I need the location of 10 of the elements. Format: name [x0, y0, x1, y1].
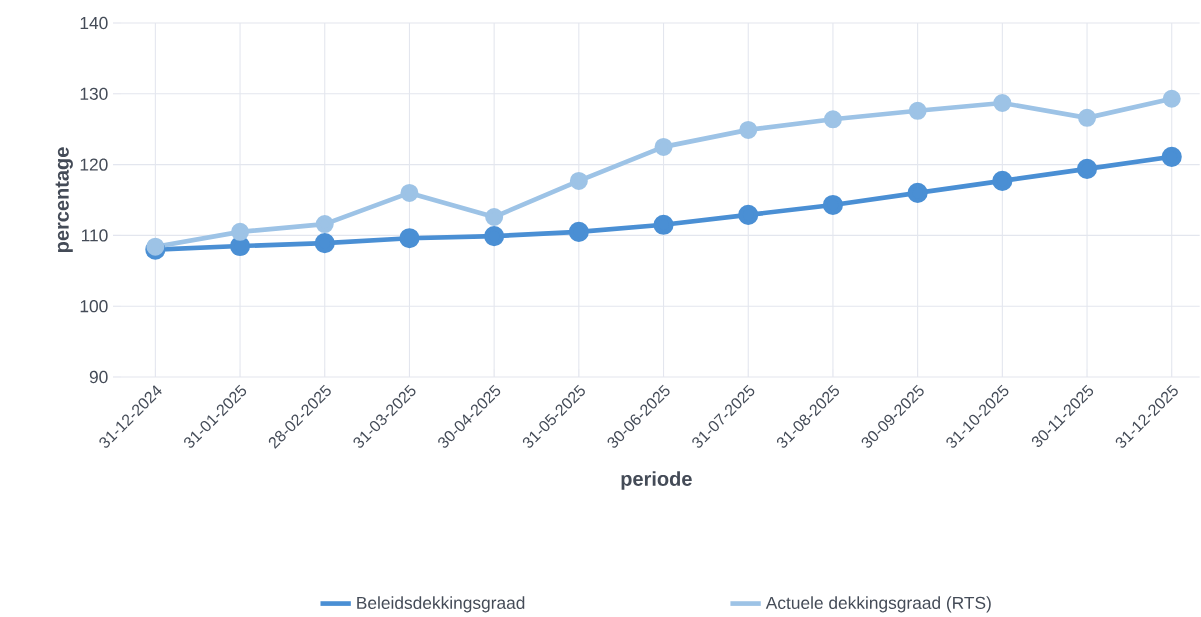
y-tick-label: 90 [89, 370, 108, 384]
y-tick-label: 100 [80, 300, 108, 313]
y-axis-title: percentage [55, 147, 73, 253]
y-tick-label: 120 [80, 158, 108, 171]
y-tick-label: 130 [80, 87, 108, 100]
x-axis-title: periode [621, 471, 692, 490]
y-tick-label: 140 [80, 16, 108, 30]
legend-label: Actuele dekkingsgraad (RTS) [765, 596, 991, 613]
y-tick-label: 110 [81, 229, 108, 242]
legend-label: Beleidsdekkingsgraad [357, 596, 525, 613]
